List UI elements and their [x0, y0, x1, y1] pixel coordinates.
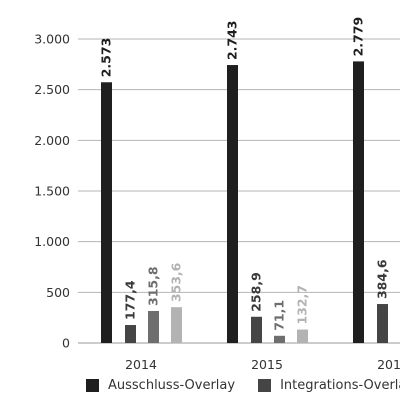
data-label: 315,8 — [146, 266, 161, 306]
data-label: 177,4 — [123, 280, 138, 320]
legend-swatch-ausschluss — [86, 379, 99, 392]
bar-2015-series-2 — [274, 335, 285, 343]
bar-2014-series-2 — [148, 310, 159, 343]
legend-label-ausschluss: Ausschluss-Overlay — [108, 378, 236, 393]
x-tick-label: 2015 — [251, 357, 283, 372]
bar-2015-series-3 — [297, 329, 308, 343]
y-tick-label: 1.500 — [34, 184, 70, 199]
y-tick-label: 1.000 — [34, 234, 70, 249]
bar-2014-series-1 — [125, 325, 136, 343]
bar-2015-series-1 — [251, 316, 262, 343]
data-label: 2.573 — [99, 38, 114, 78]
x-tick-label: 2014 — [125, 357, 157, 372]
bar-2014-series-0 — [101, 82, 112, 343]
data-label: 384,6 — [375, 259, 390, 299]
data-label: 353,6 — [169, 262, 184, 302]
bar-2016-series-1 — [377, 304, 388, 343]
x-tick-label: 2016 — [377, 357, 400, 372]
legend: Ausschluss-Overlay Integrations-Overlay — [86, 378, 400, 393]
legend-item-ausschluss: Ausschluss-Overlay — [86, 378, 235, 393]
y-tick-label: 500 — [46, 285, 70, 300]
y-tick-label: 0 — [62, 336, 70, 351]
bar-2016-series-0 — [353, 61, 364, 344]
bar-2014-series-3 — [171, 307, 182, 343]
legend-label-integration: Integrations-Overlay — [280, 378, 400, 393]
y-tick-label: 2.000 — [34, 133, 70, 148]
data-label: 2.743 — [225, 20, 240, 60]
data-label: 71,1 — [272, 300, 287, 331]
data-label: 132,7 — [295, 285, 310, 325]
bar-2015-series-0 — [227, 65, 238, 343]
legend-item-integration: Integrations-Overlay — [258, 378, 400, 393]
y-tick-label: 2.500 — [34, 82, 70, 97]
data-label: 2.779 — [351, 17, 366, 57]
y-tick-label: 3.000 — [34, 32, 70, 47]
legend-swatch-integration — [258, 379, 272, 392]
data-label: 258,9 — [249, 272, 264, 312]
